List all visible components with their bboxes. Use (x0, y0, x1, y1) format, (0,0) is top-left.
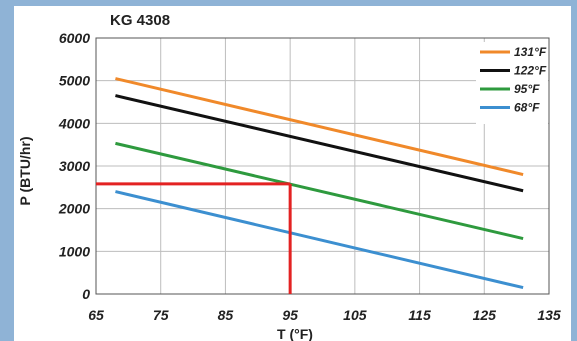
x-axis-label: T (°F) (277, 326, 313, 341)
legend: 131°F 122°F 95°F 68°F (476, 42, 548, 124)
annotation-lines (96, 182, 292, 294)
x-tick-label: 125 (473, 307, 497, 323)
y-tick-labels: 0 1000 2000 3000 4000 5000 6000 (58, 30, 90, 302)
y-tick-label: 3000 (59, 158, 90, 174)
y-tick-label: 2000 (58, 201, 90, 217)
legend-label: 95°F (514, 82, 540, 96)
legend-box (476, 42, 548, 124)
plot-border (95, 37, 550, 295)
y-tick-label: 4000 (58, 115, 90, 131)
y-tick-label: 6000 (59, 30, 90, 46)
x-tick-label: 115 (408, 307, 431, 323)
x-tick-label: 75 (153, 307, 169, 323)
legend-label: 68°F (514, 101, 540, 115)
y-tick-label: 5000 (59, 73, 90, 89)
series-line (115, 77, 524, 176)
y-tick-label: 0 (82, 286, 90, 302)
series-lines (115, 77, 524, 290)
series-line (115, 94, 524, 193)
x-tick-label: 85 (218, 307, 234, 323)
x-tick-labels: 65 75 85 95 105 115 125 135 (88, 307, 561, 323)
x-tick-label: 135 (537, 307, 561, 323)
series-line (115, 141, 524, 240)
y-tick-label: 1000 (59, 243, 90, 259)
chart-title: KG 4308 (110, 12, 170, 29)
series-line (115, 190, 524, 290)
x-tick-label: 105 (343, 307, 367, 323)
y-axis-label: P (BTU/hr) (17, 137, 33, 206)
chart: 0 1000 2000 3000 4000 5000 6000 65 75 85 95 105 115… (17, 12, 561, 341)
x-tick-label: 95 (282, 307, 298, 323)
legend-label: 122°F (514, 64, 547, 78)
chart-frame: 0 1000 2000 3000 4000 5000 6000 65 75 85 95 105 115… (14, 6, 571, 341)
x-tick-label: 65 (88, 307, 104, 323)
legend-label: 131°F (514, 45, 547, 59)
